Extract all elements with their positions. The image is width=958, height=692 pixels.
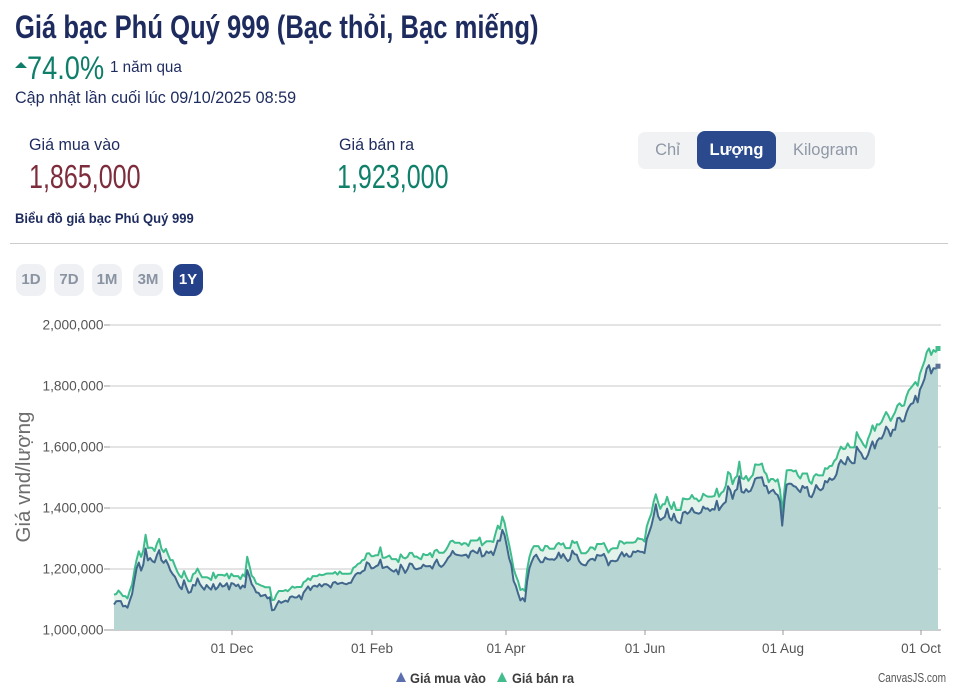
svg-text:01 Aug: 01 Aug [762,641,804,656]
svg-text:1,200,000: 1,200,000 [43,562,104,577]
svg-text:01 Apr: 01 Apr [486,641,526,656]
svg-text:CanvasJS.com: CanvasJS.com [878,671,946,685]
svg-text:01 Jun: 01 Jun [625,641,666,656]
svg-text:2,000,000: 2,000,000 [43,318,104,333]
svg-text:01 Feb: 01 Feb [351,641,393,656]
svg-text:01 Dec: 01 Dec [211,641,254,656]
svg-text:01 Oct: 01 Oct [901,641,941,656]
svg-text:Giá bán ra: Giá bán ra [512,670,574,686]
svg-text:Giá mua vào: Giá mua vào [410,670,486,686]
svg-text:1,800,000: 1,800,000 [43,379,104,394]
svg-text:1,000,000: 1,000,000 [43,623,104,638]
svg-text:1,400,000: 1,400,000 [43,501,104,516]
svg-text:Giá vnd/lượng: Giá vnd/lượng [12,412,35,543]
svg-text:1,600,000: 1,600,000 [43,440,104,455]
